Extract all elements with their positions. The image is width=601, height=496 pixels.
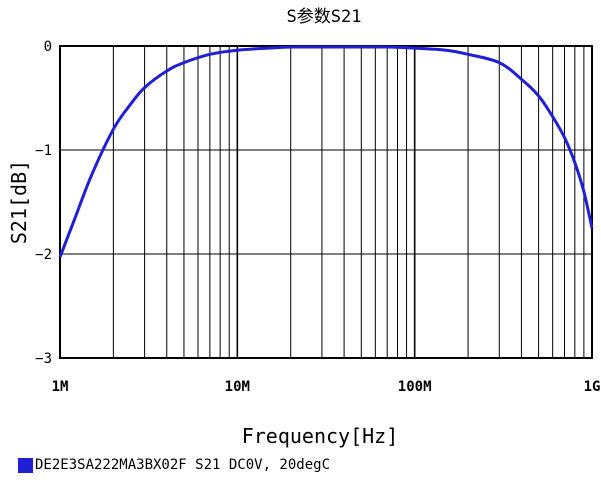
x-tick-label: 1G [584, 379, 601, 395]
y-tick-label: −2 [35, 247, 52, 263]
series-line [58, 45, 594, 258]
y-tick-labels: −3 −2 −1 0 [35, 39, 52, 367]
legend: DE2E3SA222MA3BX02F S21 DC0V, 20degC [18, 456, 330, 474]
x-tick-labels: 1M 10M 100M 1G [52, 379, 601, 395]
x-tick-label: 100M [398, 379, 432, 395]
y-tick-label: −3 [35, 351, 52, 367]
y-tick-label: −1 [35, 143, 52, 159]
series-layer [58, 45, 594, 258]
y-tick-label: 0 [44, 39, 52, 55]
x-tick-label: 1M [52, 379, 69, 395]
grid [60, 46, 592, 358]
legend-label: DE2E3SA222MA3BX02F S21 DC0V, 20degC [35, 457, 331, 473]
x-axis-label: Frequency[Hz] [242, 424, 399, 448]
y-axis-label: S21[dB] [7, 160, 31, 244]
legend-swatch [18, 457, 33, 473]
chart-title: S参数S21 [287, 7, 362, 27]
x-tick-label: 10M [225, 379, 250, 395]
